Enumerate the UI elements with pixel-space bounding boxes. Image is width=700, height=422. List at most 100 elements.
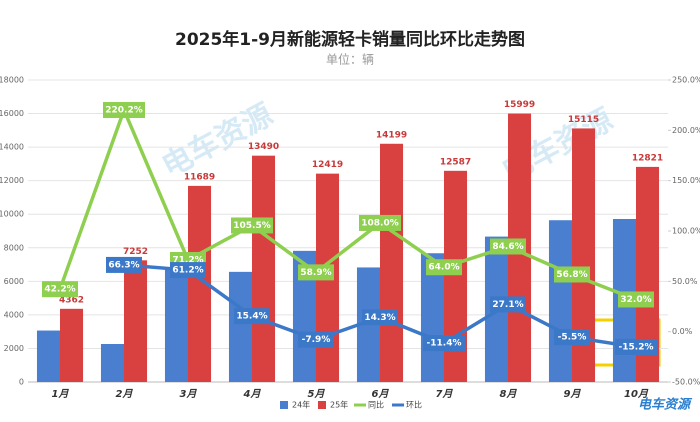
bar: [164, 267, 188, 382]
data-label-box: [359, 214, 401, 231]
data-label: 8667: [484, 223, 509, 233]
y-tick-label: 10000: [0, 210, 24, 219]
data-label: 9642: [548, 207, 573, 217]
data-label: 9715: [612, 206, 637, 216]
chart-subtitle: 单位：辆: [326, 52, 374, 67]
data-label-box: [42, 281, 78, 298]
legend-label: 24年: [292, 400, 310, 410]
y-tick-label: 12000: [0, 176, 24, 185]
data-label: -5.5%: [558, 333, 587, 343]
x-tick-label: 4月: [243, 388, 262, 400]
data-label: 12821: [632, 153, 663, 163]
bar: [36, 330, 60, 382]
bar: [188, 185, 212, 382]
data-label: 13490: [248, 142, 279, 152]
data-label: 27.1%: [492, 300, 523, 310]
data-label: 15.4%: [236, 312, 267, 322]
data-label: 42.2%: [44, 285, 75, 295]
bar: [60, 308, 84, 382]
x-tick-label: 1月: [52, 388, 70, 400]
x-tick-label: 7月: [436, 388, 454, 400]
data-label-box: [426, 259, 462, 276]
logo: 电车资源: [638, 397, 693, 413]
legend-label: 同比: [368, 400, 384, 410]
x-tick-label: 9月: [564, 388, 582, 400]
y-tick-label: 4000: [4, 310, 24, 319]
data-label-box: [298, 331, 334, 348]
y-tick-label: 16000: [0, 109, 24, 118]
data-label-box: [554, 266, 590, 283]
data-label: 64.0%: [428, 263, 459, 273]
bar: [572, 128, 596, 382]
data-label: 7674: [420, 240, 445, 250]
data-label-box: [234, 308, 270, 325]
bar: [252, 155, 276, 382]
y2-tick-label: -50.0%: [672, 378, 700, 387]
x-tick-label: 3月: [180, 388, 198, 400]
data-label-box: [170, 262, 206, 279]
data-label-box: [490, 238, 526, 255]
data-label: 220.2%: [105, 105, 143, 115]
bar: [548, 220, 572, 382]
data-label: 3067: [36, 317, 61, 327]
bar: [100, 343, 124, 382]
data-label-box: [362, 309, 398, 326]
y2-tick-label: 150.0%: [672, 176, 700, 185]
data-label-box: [298, 264, 334, 281]
data-label: 56.8%: [556, 270, 587, 280]
data-label: 2265: [100, 330, 125, 340]
x-tick-label: 6月: [372, 388, 390, 400]
y-tick-label: 0: [19, 378, 24, 387]
y-tick-label: 18000: [0, 76, 24, 85]
y2-tick-label: 100.0%: [672, 227, 700, 236]
y2-tick-label: 50.0%: [672, 277, 698, 286]
data-label: 108.0%: [361, 218, 399, 228]
data-label-box: [231, 217, 273, 234]
data-label: 6828: [356, 254, 381, 264]
y-tick-label: 2000: [4, 344, 24, 353]
bar: [444, 170, 468, 382]
data-label: 11689: [184, 172, 215, 182]
data-label: 14199: [376, 130, 407, 140]
legend-swatch: [318, 401, 326, 409]
data-label-box: [106, 256, 142, 273]
data-label: -7.9%: [302, 335, 331, 345]
data-label: 61.2%: [172, 266, 203, 276]
data-label: 105.5%: [233, 221, 271, 231]
data-label-box: [423, 335, 465, 352]
data-label: 7252: [123, 247, 148, 257]
data-label: 32.0%: [620, 295, 651, 305]
data-label-box: [554, 329, 590, 346]
y-tick-label: 14000: [0, 143, 24, 152]
data-label: 84.6%: [492, 242, 523, 252]
line: [58, 108, 637, 302]
data-label-box: [615, 338, 657, 355]
data-label: 6565: [228, 258, 253, 268]
data-label: 4362: [59, 295, 84, 305]
y2-tick-label: 250.0%: [672, 76, 700, 85]
bar: [228, 271, 252, 382]
bar: [292, 250, 316, 382]
x-tick-label: 10月: [624, 388, 649, 400]
data-label: 12419: [312, 160, 343, 170]
data-label: 15999: [504, 100, 535, 110]
legend-label: 25年: [330, 400, 348, 410]
data-label-box: [103, 101, 145, 118]
chart-title: 2025年1-9月新能源轻卡销量同比环比走势图: [175, 29, 525, 50]
data-label-box: [490, 296, 526, 313]
x-tick-label: 8月: [500, 388, 518, 400]
data-label: 7817: [292, 237, 317, 247]
bar: [380, 143, 404, 382]
y2-tick-label: 200.0%: [672, 126, 700, 135]
x-tick-label: 2月: [116, 388, 134, 400]
bar: [124, 260, 148, 382]
y-tick-label: 6000: [4, 277, 24, 286]
data-label: 71.2%: [172, 255, 203, 265]
data-label: -15.2%: [619, 342, 654, 352]
data-label: 58.9%: [300, 268, 331, 278]
y-tick-label: 8000: [4, 243, 24, 252]
data-label: 66.3%: [108, 260, 139, 270]
data-label: 15115: [568, 115, 599, 125]
legend-swatch: [280, 401, 288, 409]
